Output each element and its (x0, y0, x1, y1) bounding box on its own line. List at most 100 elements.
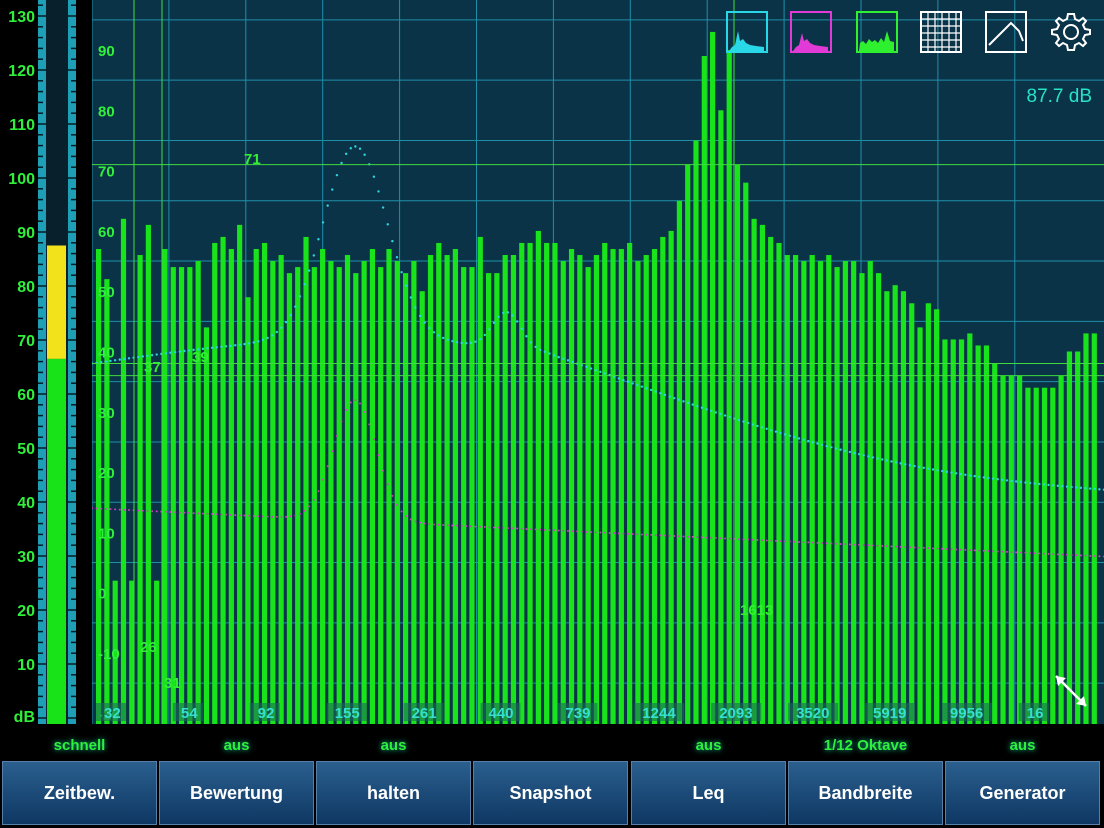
bewertung-button[interactable]: Bewertung (159, 761, 314, 825)
cyan-trace-point (571, 360, 574, 364)
spectrum-bar (378, 267, 384, 724)
cyan-trace-point (668, 395, 671, 398)
cyan-trace-point (552, 354, 556, 357)
status-bewertung: aus (223, 737, 250, 754)
level-readout: 87.7 dB (1026, 86, 1093, 107)
magenta-trace-point (927, 547, 930, 550)
cyan-trace-point (261, 338, 265, 342)
gear-icon[interactable] (1050, 11, 1092, 53)
spectrum-bar (145, 224, 151, 724)
magenta-trace-point (770, 539, 773, 542)
spectrum-bar (120, 218, 127, 724)
magenta-trace-point (442, 523, 445, 526)
meter-scale-label: 100 (8, 171, 35, 188)
magenta-trace-point (1038, 552, 1041, 555)
spectrum-bar (568, 248, 575, 724)
magenta-trace-point (248, 514, 251, 517)
spectrum-bar (718, 110, 724, 724)
cyan-trace-point (247, 342, 251, 345)
green-spectrum-icon[interactable] (856, 11, 898, 53)
magenta-trace-point (659, 534, 662, 537)
cyan-trace-point (853, 451, 856, 455)
spectrum-bar (950, 339, 956, 724)
magenta-trace-point (391, 494, 394, 497)
magenta-trace-point (188, 511, 191, 514)
curve-icon[interactable] (985, 11, 1027, 53)
halten-button[interactable]: halten (316, 761, 471, 825)
magenta-trace-point (631, 533, 634, 536)
cyan-trace-point (978, 475, 981, 478)
magenta-trace-point (104, 507, 107, 510)
cyan-trace-point (206, 347, 209, 350)
magenta-spectrum-icon[interactable] (790, 11, 832, 53)
spectrum-bar (751, 218, 757, 724)
magenta-trace-point (1093, 555, 1096, 558)
spectrum-bar (1008, 375, 1014, 724)
magenta-trace-point (622, 532, 625, 535)
spectrum-bar (203, 327, 210, 724)
y-axis-label: 90 (98, 43, 115, 60)
cyan-trace-point (446, 338, 450, 341)
y-axis-label: 0 (98, 586, 106, 603)
generator-button[interactable]: Generator (945, 761, 1100, 825)
magenta-trace-point (862, 544, 865, 547)
cyan-trace-point (645, 387, 648, 390)
spectrum-plot[interactable]: 713739263116139080706050403020100-10-203… (92, 0, 1104, 724)
cyan-spectrum-icon[interactable] (726, 11, 768, 53)
magenta-trace-point (1005, 550, 1008, 553)
cyan-trace-point (437, 334, 440, 337)
cyan-trace-point (723, 414, 727, 417)
magenta-trace-point (1089, 554, 1092, 557)
spectrum-bar (386, 248, 392, 724)
cyan-trace-point (566, 359, 570, 362)
spectrum-bar (1066, 351, 1072, 724)
magenta-trace-point (257, 515, 260, 518)
magenta-trace-point (451, 524, 454, 527)
cyan-trace-point (797, 437, 801, 440)
magenta-trace-point (992, 550, 995, 553)
cyan-trace-point (335, 173, 339, 177)
cyan-trace-point (825, 444, 828, 448)
resize-arrows-icon[interactable] (1052, 672, 1092, 712)
grid-icon[interactable] (920, 11, 962, 53)
cyan-trace-point (187, 349, 191, 352)
magenta-trace-point (446, 524, 449, 527)
cyan-trace-point (779, 431, 782, 435)
magenta-trace-point (871, 544, 874, 547)
magenta-trace-point (141, 509, 144, 512)
cyan-trace-point (1038, 482, 1041, 486)
level-meter-graphic: 130 120 110 100 90 80 70 60 50 40 30 20 10 dB (8, 0, 76, 726)
cyan-trace-point (391, 239, 394, 243)
cyan-trace-point (146, 354, 149, 357)
magenta-trace-point (811, 541, 814, 544)
cyan-trace-point (788, 434, 791, 437)
cyan-trace-point (100, 361, 103, 364)
magenta-trace-point (539, 528, 542, 531)
leq-button[interactable]: Leq (631, 761, 786, 825)
cyan-trace-point (123, 357, 126, 361)
cyan-trace-point (363, 153, 366, 156)
spectrum-bar (676, 200, 683, 724)
magenta-trace-point (553, 529, 556, 532)
magenta-trace-point (1075, 554, 1078, 557)
freq-label-bg (788, 703, 839, 721)
magenta-trace-point (469, 525, 472, 528)
cyan-trace-point (871, 456, 875, 459)
snapshot-button[interactable]: Snapshot (473, 761, 628, 825)
spectrum-bar (469, 267, 475, 724)
cyan-trace-point (1028, 481, 1032, 485)
cyan-trace-point (719, 412, 722, 416)
cyan-trace-point (922, 466, 925, 470)
spectrum-bar (958, 339, 965, 724)
bandbreite-button[interactable]: Bandbreite (788, 761, 943, 825)
cyan-trace-point (677, 398, 681, 401)
cyan-trace-point (682, 400, 685, 403)
cyan-trace-point (820, 443, 824, 447)
magenta-trace-point (1066, 553, 1069, 556)
zeitbew-button[interactable]: Zeitbew. (2, 761, 157, 825)
freq-label-bg (941, 703, 992, 721)
magenta-trace-point (419, 521, 422, 524)
cyan-trace-point (354, 145, 357, 148)
magenta-trace-point (1001, 550, 1004, 553)
cyan-trace-point (867, 455, 870, 458)
